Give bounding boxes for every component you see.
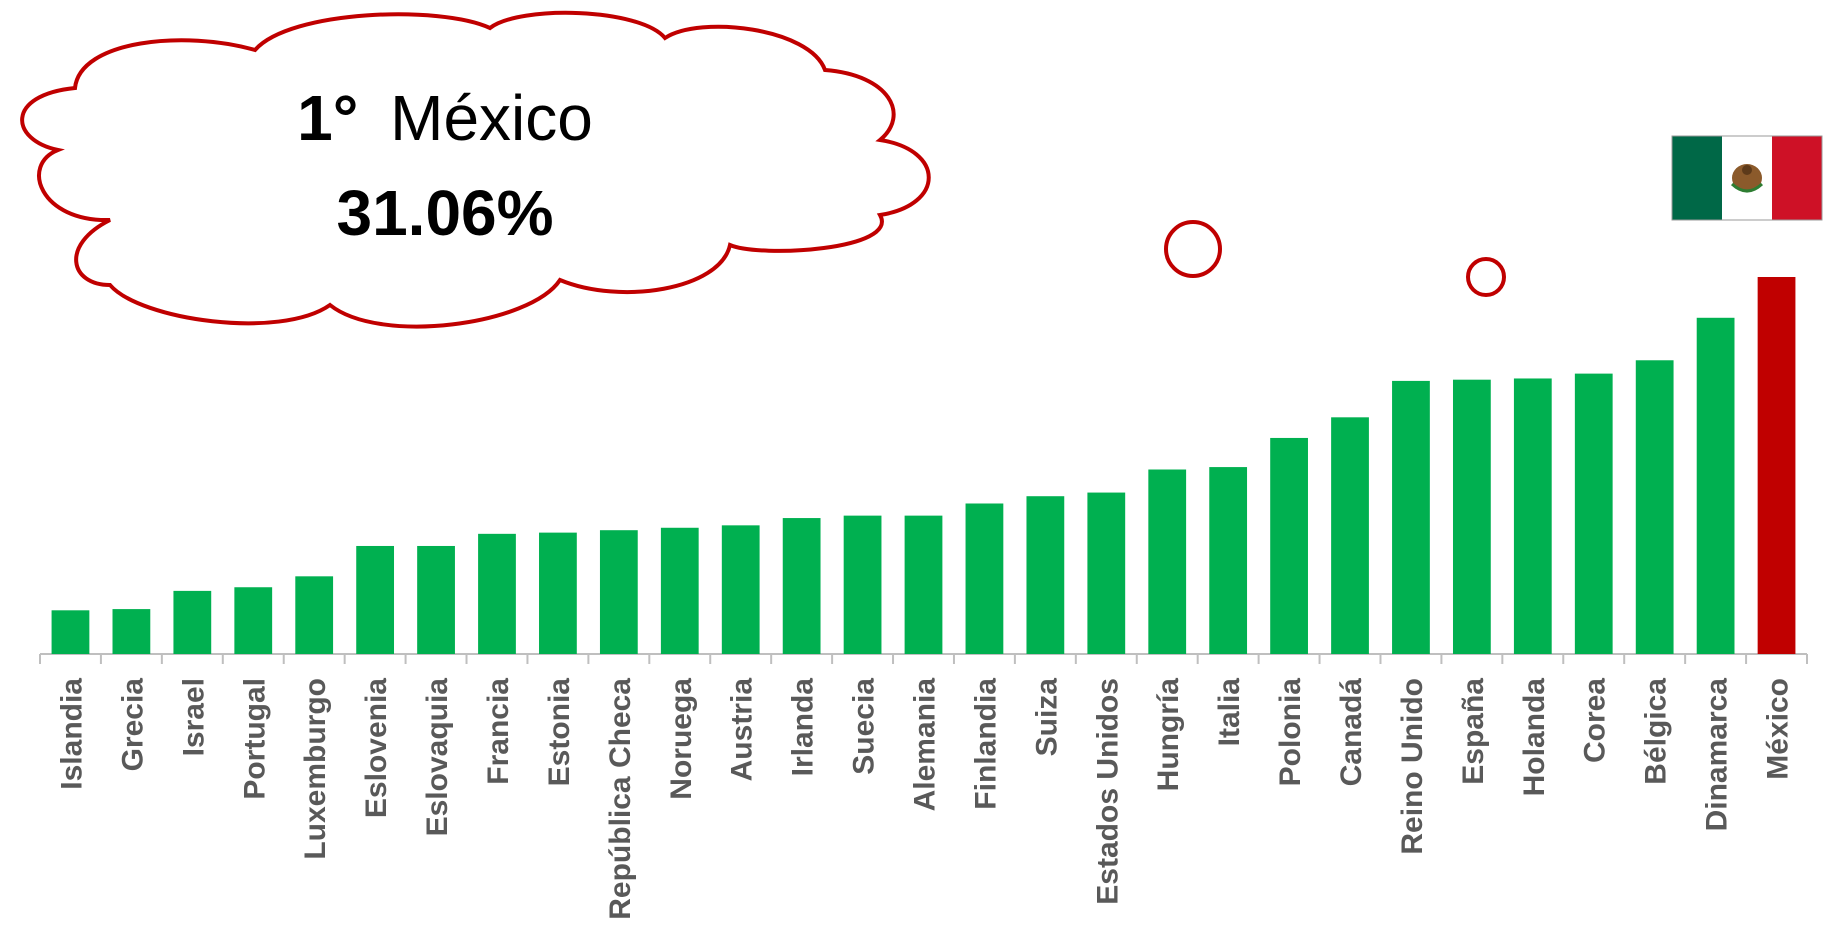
bar <box>1696 317 1735 654</box>
mexico-flag-icon <box>1671 135 1823 221</box>
category-label: Holanda <box>1518 678 1551 797</box>
callout-rank: 1° <box>297 82 358 154</box>
category-label: República Checa <box>604 678 637 920</box>
category-label: Reino Unido <box>1396 678 1429 855</box>
bar <box>843 515 882 654</box>
category-label: Alemania <box>909 678 942 812</box>
flag-emblem-icon <box>1730 164 1764 193</box>
bars-group <box>51 277 1796 654</box>
bar <box>173 590 212 654</box>
category-label: Austria <box>726 678 759 782</box>
bar <box>1513 378 1552 654</box>
flag-border <box>1671 135 1823 221</box>
bar <box>1270 437 1308 654</box>
bar <box>782 518 821 654</box>
category-label: Islandia <box>55 678 88 790</box>
category-labels-group: Islandia Grecia Israel Portugal Luxemburgo Es… <box>55 678 1794 920</box>
bubble-circle-large <box>1164 220 1222 278</box>
category-label: Eslovenia <box>360 678 393 818</box>
callout-country: México <box>390 82 593 154</box>
callout-value: 31.06% <box>336 177 553 249</box>
bar <box>1209 467 1248 654</box>
category-label: Finlandia <box>969 678 1002 810</box>
bar <box>112 609 151 654</box>
bar <box>965 503 1004 654</box>
bar <box>478 533 516 654</box>
bar <box>904 515 943 654</box>
category-label: Italia <box>1213 678 1246 747</box>
callout-cloud: 1° México 31.06% <box>20 10 931 329</box>
bar <box>539 532 577 654</box>
category-label: Portugal <box>238 678 271 800</box>
callout-cloud-shape <box>20 10 931 329</box>
category-label: Dinamarca <box>1701 678 1734 832</box>
bar <box>1392 380 1430 654</box>
bar <box>1087 492 1126 654</box>
category-label: Hungría <box>1152 678 1185 792</box>
bar <box>356 545 395 654</box>
category-label: Bélgica <box>1640 678 1673 785</box>
category-label: Luxemburgo <box>299 678 332 860</box>
category-label: Canadá <box>1335 678 1368 787</box>
bar <box>1331 417 1369 654</box>
category-label: Estados Unidos <box>1091 678 1124 905</box>
category-label: España <box>1457 678 1490 785</box>
bar <box>721 525 760 654</box>
bar <box>1635 360 1674 654</box>
bar <box>1757 277 1796 654</box>
bar <box>660 527 699 654</box>
bar <box>1574 373 1613 654</box>
bar <box>599 530 638 654</box>
bubble-circle-small <box>1466 257 1506 297</box>
flag-green-stripe <box>1672 136 1722 220</box>
category-label: Eslovaquia <box>421 678 454 837</box>
category-label: Noruega <box>665 678 698 800</box>
category-label: Francia <box>482 678 515 785</box>
flag-red-stripe <box>1772 136 1822 220</box>
category-label: Estonia <box>543 678 576 787</box>
category-label: Irlanda <box>787 678 820 777</box>
category-label: Polonia <box>1274 678 1307 787</box>
category-label: Israel <box>177 678 210 756</box>
category-label: México <box>1762 678 1795 780</box>
bar <box>295 576 334 654</box>
bar <box>1026 496 1065 654</box>
bar <box>1452 379 1491 654</box>
bar <box>51 610 90 654</box>
bar <box>417 545 455 654</box>
category-label: Grecia <box>116 678 149 772</box>
bar <box>234 587 273 654</box>
callout-rank-country: 1° México <box>297 82 593 154</box>
bar <box>1148 469 1187 654</box>
category-label: Corea <box>1579 678 1612 763</box>
axis-ticks-group <box>39 654 1808 664</box>
category-label: Suecia <box>848 678 881 775</box>
category-label: Suiza <box>1030 678 1063 757</box>
